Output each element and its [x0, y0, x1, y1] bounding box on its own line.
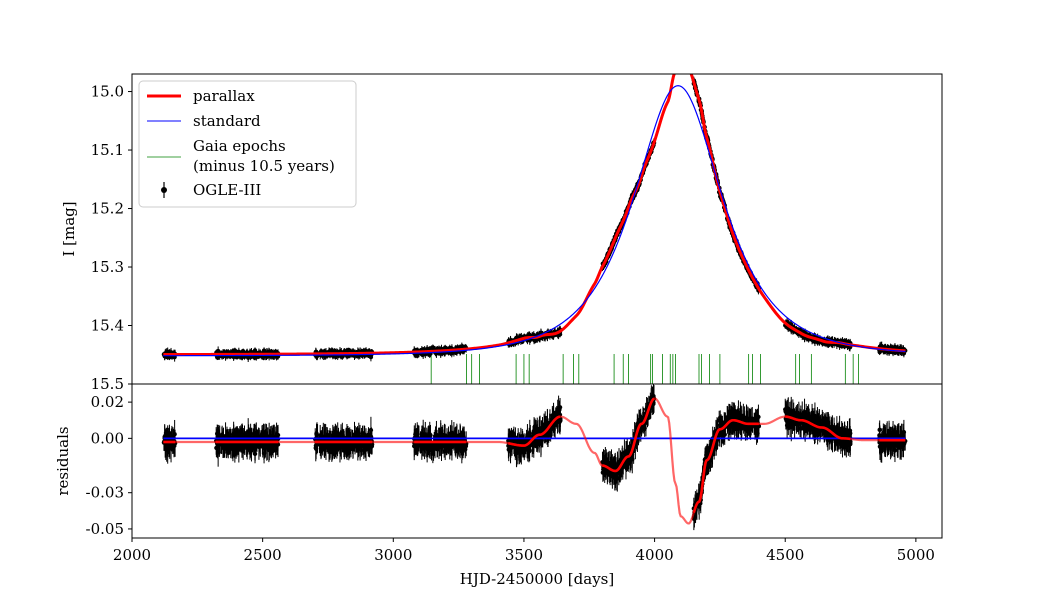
top-y-tick-label: 15.1	[91, 141, 124, 159]
residual-point	[362, 442, 368, 448]
model-curves	[163, 74, 906, 357]
top-y-tick-label: 15.3	[91, 258, 124, 276]
residual-point	[444, 443, 449, 449]
residual-point	[362, 433, 367, 439]
residual-point	[240, 445, 245, 451]
residual-point	[463, 443, 468, 448]
residual-point	[215, 450, 221, 455]
residual-point	[267, 445, 272, 451]
residual-point	[427, 433, 432, 439]
top-panel: 15.0 15.1 15.2 15.3 15.4 15.5 I [mag]	[60, 74, 908, 393]
top-y-tick-label: 15.4	[91, 317, 124, 335]
top-y-tick-label: 15.5	[91, 375, 124, 393]
residual-point	[327, 446, 332, 451]
top-y-tick-label: 15.2	[91, 200, 124, 218]
residual-point	[234, 445, 240, 450]
gaia-epoch-marks	[430, 354, 859, 384]
residual-point	[261, 443, 267, 449]
residual-point	[229, 446, 235, 451]
residual-point	[252, 446, 258, 451]
top-y-axis-label: I [mag]	[60, 201, 78, 256]
top-y-tick-label: 15.0	[91, 83, 124, 101]
bottom-panel: 0.020.00-0.03-0.05 2000 2500 3000 3500 4000 4…	[54, 384, 935, 588]
residual-point	[314, 431, 319, 436]
residual-point	[313, 445, 318, 451]
residual-point	[167, 442, 172, 448]
residual-point	[453, 432, 459, 438]
residual-point	[352, 432, 357, 437]
residual-point	[431, 445, 436, 451]
ogle-iii-point	[215, 348, 221, 354]
standard-model-curve	[163, 85, 906, 357]
top-y-axis: 15.0 15.1 15.2 15.3 15.4 15.5	[91, 83, 132, 393]
residual-point	[324, 442, 330, 447]
